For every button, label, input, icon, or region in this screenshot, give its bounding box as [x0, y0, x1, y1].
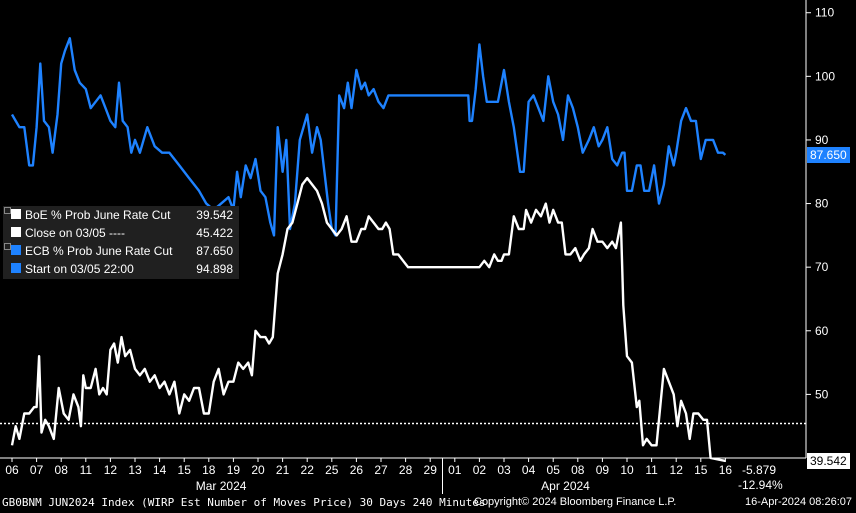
- footer-security-info: GB0BNM JUN2024 Index (WIRP Est Number of…: [2, 496, 486, 509]
- y-tick-label: 110: [815, 6, 834, 20]
- x-tick-label: 08: [55, 463, 69, 477]
- legend-swatch: [11, 227, 21, 237]
- x-tick-label: 14: [153, 463, 167, 477]
- x-tick-label: 09: [596, 463, 610, 477]
- footer: GB0BNM JUN2024 Index (WIRP Est Number of…: [0, 494, 856, 513]
- legend-label: Start on 03/05 22:00: [25, 262, 134, 276]
- x-tick-label: 10: [620, 463, 634, 477]
- boe-series-line: [10, 176, 726, 463]
- x-tick-label: 03: [497, 463, 511, 477]
- y-axis: 50 60 70 80 90 100 110: [805, 0, 835, 458]
- change-absolute: -5.879: [742, 462, 777, 477]
- y-tick-label: 80: [815, 197, 829, 211]
- legend-label: ECB % Prob June Rate Cut: [25, 244, 173, 258]
- x-tick-label: 02: [473, 463, 487, 477]
- legend-label: BoE % Prob June Rate Cut: [25, 208, 171, 222]
- x-tick-label: 07: [30, 463, 44, 477]
- x-tick-label: 16: [719, 463, 733, 477]
- ecb-series-line: [10, 37, 727, 237]
- x-tick-label: 11: [80, 463, 93, 477]
- x-tick-label: 04: [522, 463, 536, 477]
- x-tick-label: 18: [202, 463, 216, 477]
- x-tick-label: 12: [670, 463, 684, 477]
- x-tick-label: 01: [448, 463, 462, 477]
- x-tick-label: 06: [5, 463, 19, 477]
- x-tick-label: 26: [350, 463, 364, 477]
- x-tick-label: 21: [276, 463, 290, 477]
- legend-label: Close on 03/05 ----: [25, 226, 126, 240]
- x-tick-label: 13: [128, 463, 142, 477]
- legend-row: BoE % Prob June Rate Cut 39.542: [3, 206, 239, 224]
- x-tick-label: 12: [104, 463, 118, 477]
- legend-row: Start on 03/05 22:00 94.898: [3, 260, 239, 278]
- x-tick-label: 08: [571, 463, 585, 477]
- y-tick-label: 90: [815, 133, 829, 147]
- x-tick-label: 25: [325, 463, 339, 477]
- legend-value: 39.542: [196, 208, 233, 222]
- legend-swatch: [11, 245, 21, 255]
- x-tick-label: 22: [301, 463, 315, 477]
- y-tick-label: 60: [815, 324, 829, 338]
- y-tick-label: 50: [815, 387, 829, 401]
- x-tick-label: 29: [424, 463, 438, 477]
- legend-value: 94.898: [196, 262, 233, 276]
- footer-copyright: Copyright© 2024 Bloomberg Finance L.P.: [474, 496, 677, 508]
- ecb-last-value-tag: 87.650: [807, 146, 850, 163]
- y-tick-label: 100: [815, 69, 835, 83]
- legend-value: 87.650: [196, 244, 233, 258]
- y-tick-label: 70: [815, 260, 829, 274]
- series-layer: [10, 37, 727, 463]
- legend: BoE % Prob June Rate Cut 39.542 Close on 0…: [3, 206, 239, 279]
- legend-swatch: [11, 209, 21, 219]
- footer-timestamp: 16-Apr-2024 08:26:07: [744, 496, 852, 508]
- x-tick-label: 15: [694, 463, 708, 477]
- month-label: Mar 2024: [196, 479, 247, 493]
- x-tick-label: 20: [251, 463, 265, 477]
- month-label: Apr 2024: [541, 479, 590, 493]
- legend-row: ECB % Prob June Rate Cut 87.650: [3, 242, 239, 260]
- x-tick-label: 11: [645, 463, 658, 477]
- x-tick-label: 19: [227, 463, 241, 477]
- legend-collapse-icon[interactable]: [4, 207, 11, 214]
- change-percent: -12.94%: [738, 477, 783, 492]
- legend-swatch: [11, 263, 21, 273]
- x-tick-label: 15: [178, 463, 192, 477]
- x-tick-label: 05: [547, 463, 561, 477]
- x-tick-label: 27: [374, 463, 388, 477]
- legend-value: 45.422: [196, 226, 233, 240]
- boe-last-value-tag: 39.542: [807, 452, 850, 469]
- legend-collapse-icon[interactable]: [4, 243, 11, 250]
- legend-row: Close on 03/05 ---- 45.422: [3, 224, 239, 242]
- x-tick-label: 28: [399, 463, 413, 477]
- x-axis: 06 07 08 11 12 13 14 15 18 19 20 21 22 25 26 27 28 29 01 02…: [0, 457, 806, 494]
